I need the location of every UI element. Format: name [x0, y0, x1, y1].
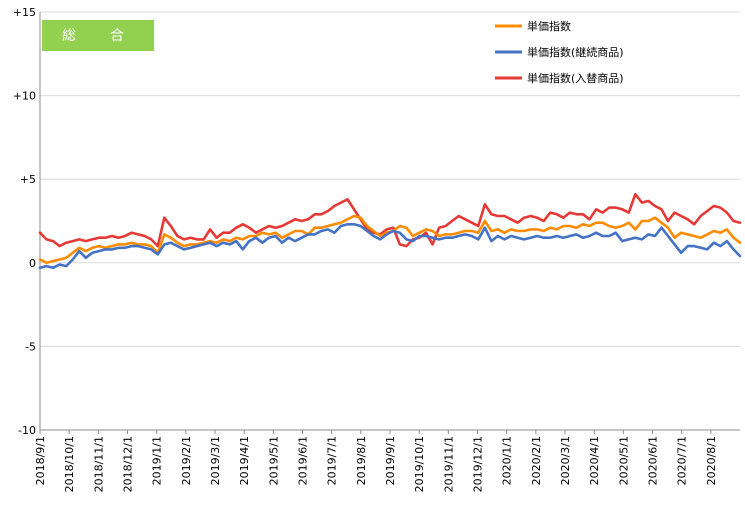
legend-label-unit-price-index-replacement: 単価指数(入替商品)	[527, 71, 624, 85]
x-tick-label: 2018/9/1	[34, 436, 47, 485]
x-axis-tick-labels: 2018/9/1 2018/10/1 2018/11/1 2018/12/1 2019/…	[34, 430, 718, 492]
y-tick-label: -5	[25, 340, 36, 353]
x-tick-label: 2019/3/1	[209, 436, 222, 485]
x-tick-label: 2018/12/1	[122, 436, 135, 492]
x-tick-label: 2019/1/1	[151, 436, 164, 485]
x-tick-label: 2020/3/1	[559, 436, 572, 485]
x-tick-label: 2019/2/1	[180, 436, 193, 485]
x-tick-label: 2020/4/1	[588, 436, 601, 485]
grid-lines	[40, 11, 740, 347]
y-tick-label: 0	[29, 257, 36, 270]
category-badge: 総 合	[42, 20, 154, 51]
x-tick-label: 2020/7/1	[676, 436, 689, 485]
x-tick-label: 2018/11/1	[92, 436, 105, 492]
x-tick-label: 2019/11/1	[442, 436, 455, 492]
series-line-unit-price-index	[38, 214, 742, 265]
x-tick-label: 2019/6/1	[297, 436, 310, 485]
x-tick-label: 2019/4/1	[238, 436, 251, 485]
x-tick-label: 2020/1/1	[501, 436, 514, 485]
category-badge-label: 総 合	[62, 28, 134, 44]
x-tick-label: 2019/9/1	[384, 436, 397, 485]
series-line-unit-price-index-continuing	[38, 223, 742, 270]
x-tick-label: 2020/6/1	[647, 436, 660, 485]
x-tick-label: 2019/8/1	[355, 436, 368, 485]
x-tick-label: 2018/10/1	[63, 436, 76, 492]
y-tick-label: +5	[20, 173, 36, 186]
category-badge-background	[42, 20, 154, 51]
x-tick-label: 2019/5/1	[267, 436, 280, 485]
y-axis-tick-labels: +15 +10 +5 0 -5 -10	[13, 6, 36, 437]
legend-label-unit-price-index-continuing: 単価指数(継続商品)	[527, 45, 624, 59]
x-tick-label: 2020/8/1	[705, 436, 718, 485]
series-lines	[38, 192, 742, 270]
x-tick-label: 2020/5/1	[617, 436, 630, 485]
legend-label-unit-price-index: 単価指数	[527, 19, 571, 33]
x-tick-label: 2019/7/1	[326, 436, 339, 485]
y-tick-label: -10	[18, 424, 36, 437]
x-tick-label: 2020/2/1	[530, 436, 543, 485]
y-tick-label: +10	[13, 90, 36, 103]
x-tick-label: 2019/10/1	[413, 436, 426, 492]
series-line-unit-price-index-replacement	[38, 192, 742, 248]
legend: 単価指数 単価指数(継続商品) 単価指数(入替商品)	[495, 19, 624, 85]
x-tick-label: 2019/12/1	[472, 436, 485, 492]
y-tick-label: +15	[13, 6, 36, 19]
